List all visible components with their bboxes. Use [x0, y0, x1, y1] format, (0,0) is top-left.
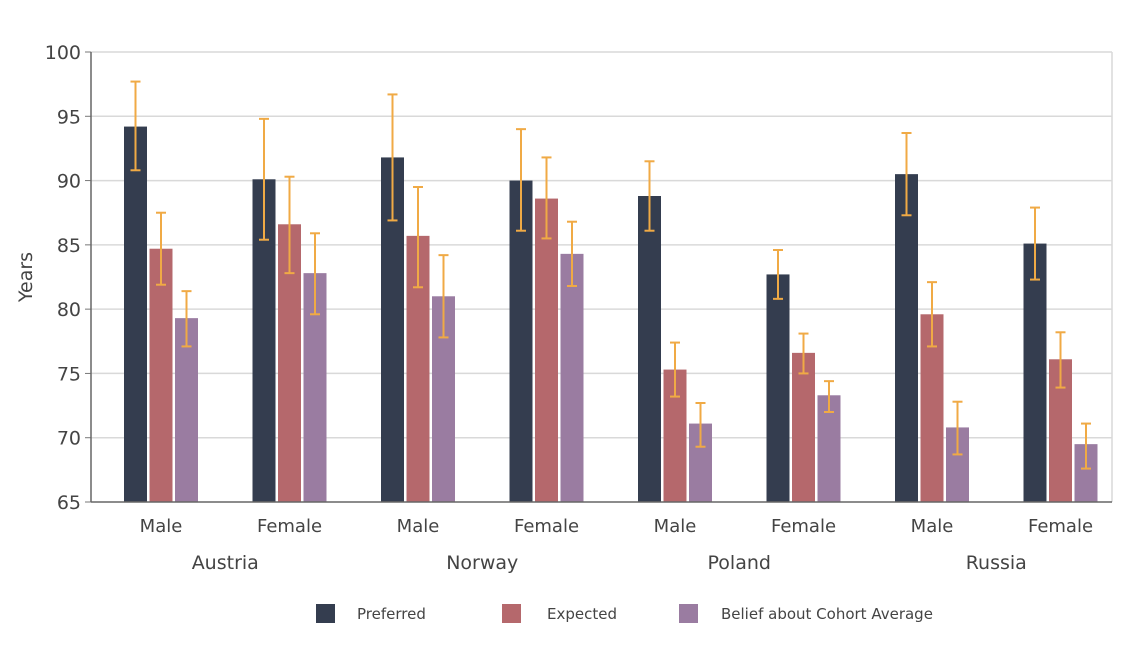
- bar: [895, 174, 918, 502]
- bar-layer: [124, 126, 1098, 503]
- legend-label: Preferred: [357, 605, 426, 623]
- x-tick-label: Male: [654, 516, 697, 537]
- bar: [638, 196, 661, 502]
- bar: [946, 427, 969, 502]
- bar: [766, 274, 790, 502]
- x-tick-label: Male: [140, 516, 183, 537]
- legend-swatch: [502, 604, 521, 623]
- legend: Preferred Expected Belief about Cohort Ave…: [316, 604, 933, 623]
- y-tick-label: 70: [57, 428, 81, 450]
- bar: [252, 179, 276, 503]
- bar: [381, 157, 404, 502]
- x-tick-label: Female: [1028, 516, 1093, 537]
- x-tick-label: Female: [257, 516, 322, 537]
- axis-layer: [85, 51, 1112, 503]
- y-tick-label: 75: [57, 363, 81, 385]
- country-label: Austria: [192, 552, 259, 574]
- bar: [149, 248, 173, 502]
- bar: [560, 253, 584, 502]
- bar: [432, 296, 455, 502]
- y-tick-label: 80: [57, 299, 81, 321]
- bar: [663, 369, 687, 502]
- x-tick-label: Female: [771, 516, 836, 537]
- y-tick-label: 95: [57, 106, 81, 128]
- bar: [278, 224, 301, 503]
- error-bar-layer: [130, 80, 1091, 470]
- bar: [1049, 359, 1072, 502]
- bar: [303, 273, 327, 502]
- bar: [792, 352, 815, 502]
- legend-label: Belief about Cohort Average: [721, 605, 933, 623]
- legend-swatch: [316, 604, 335, 623]
- country-label: Russia: [966, 552, 1027, 574]
- country-label: Poland: [708, 552, 771, 574]
- country-label: Norway: [446, 552, 518, 574]
- bar: [1023, 243, 1047, 503]
- y-tick-label: 85: [57, 235, 81, 257]
- y-tick-label: 65: [57, 492, 81, 514]
- bar: [175, 318, 198, 502]
- label-layer: 65 70 75 80 85 90 95 100 Years Male Female Male Fema…: [15, 42, 1093, 574]
- y-tick-label: 100: [45, 42, 81, 64]
- bar: [689, 423, 712, 502]
- bar: [509, 180, 533, 503]
- legend-swatch: [679, 604, 698, 623]
- bar: [406, 235, 430, 502]
- bar: [817, 395, 841, 502]
- bar: [124, 126, 147, 503]
- x-tick-label: Female: [514, 516, 579, 537]
- bar: [1074, 444, 1098, 502]
- x-tick-label: Male: [911, 516, 954, 537]
- x-tick-label: Male: [397, 516, 440, 537]
- bar: [535, 198, 558, 503]
- legend-label: Expected: [547, 605, 617, 623]
- bar: [920, 314, 944, 502]
- y-axis-title: Years: [15, 252, 37, 303]
- y-tick-label: 90: [57, 171, 81, 193]
